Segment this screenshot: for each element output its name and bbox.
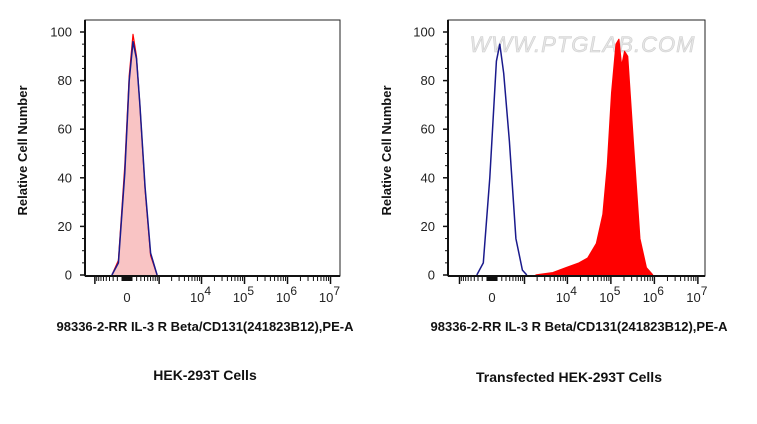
y-tick-label: 40 (421, 170, 435, 185)
watermark-text: WWW.PTGLAB.COM (470, 32, 696, 57)
y-tick-label: 40 (58, 170, 72, 185)
x-tick-label: 104 (190, 284, 211, 305)
y-tick-label: 60 (421, 122, 435, 137)
plot-frame (447, 19, 706, 277)
series-fill-1 (111, 34, 158, 276)
x-tick-label: 105 (233, 284, 254, 305)
y-tick-label: 100 (50, 25, 72, 40)
tick-exponent: 6 (657, 284, 664, 298)
y-tick-label: 100 (413, 25, 435, 40)
tick-exponent: 5 (247, 284, 254, 298)
y-axis-title: Relative Cell Number (15, 85, 30, 215)
tick-base: 10 (599, 290, 613, 305)
tick-exponent: 4 (204, 284, 211, 298)
tick-base: 10 (233, 290, 247, 305)
tick-base: 10 (276, 290, 290, 305)
tick-exponent: 4 (570, 284, 577, 298)
x-axis-title: 98336-2-RR IL-3 R Beta/CD131(241823B12),… (431, 319, 729, 334)
x-tick-label: 105 (599, 284, 620, 305)
series-line-1 (535, 38, 654, 276)
tick-base: 10 (190, 290, 204, 305)
tick-base: 10 (319, 290, 333, 305)
x-tick-label: 104 (556, 284, 577, 305)
x-tick-label: 0 (123, 290, 130, 305)
y-tick-label: 80 (58, 73, 72, 88)
x-tick-label: 106 (643, 284, 664, 305)
tick-base: 10 (643, 290, 657, 305)
series-fill-1 (535, 39, 653, 275)
tick-base: 10 (556, 290, 570, 305)
x-tick-label: 0 (488, 290, 495, 305)
tick-exponent: 7 (333, 284, 340, 298)
y-tick-label: 80 (421, 73, 435, 88)
tick-base: 0 (123, 290, 130, 305)
x-tick-label: 107 (319, 284, 340, 305)
y-tick-label: 20 (421, 219, 435, 234)
panel-caption: Transfected HEK-293T Cells (476, 369, 662, 385)
y-axis-title: Relative Cell Number (379, 85, 394, 215)
y-tick-label: 60 (58, 122, 72, 137)
y-tick-label: 0 (65, 268, 72, 283)
x-tick-label: 107 (686, 284, 707, 305)
tick-exponent: 6 (290, 284, 297, 298)
tick-exponent: 5 (614, 284, 621, 298)
tick-base: 10 (686, 290, 700, 305)
tick-base: 0 (488, 290, 495, 305)
series-line-2 (111, 40, 158, 276)
x-axis-title: 98336-2-RR IL-3 R Beta/CD131(241823B12),… (57, 319, 355, 334)
tick-exponent: 7 (701, 284, 708, 298)
panel-caption: HEK-293T Cells (153, 367, 257, 383)
x-tick-label: 106 (276, 284, 297, 305)
y-tick-label: 20 (58, 219, 72, 234)
y-tick-label: 0 (428, 268, 435, 283)
series-line-2 (476, 43, 528, 276)
